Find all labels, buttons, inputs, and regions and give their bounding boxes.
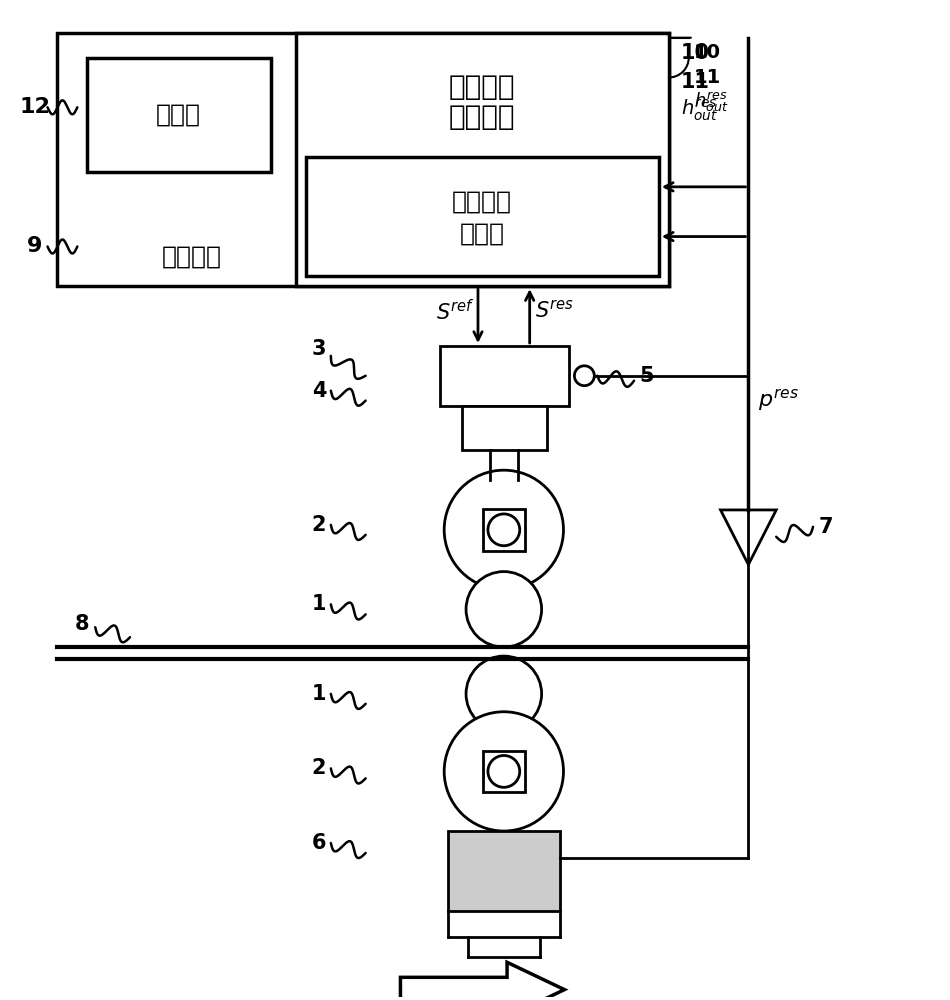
Text: 控制装置: 控制装置 bbox=[162, 244, 221, 268]
Bar bbox=[296, 33, 669, 286]
Text: 2: 2 bbox=[312, 758, 326, 778]
Bar bbox=[462, 406, 546, 450]
Circle shape bbox=[445, 470, 563, 589]
Text: $p^{res}$: $p^{res}$ bbox=[758, 387, 799, 414]
Text: $S^{ref}$: $S^{ref}$ bbox=[436, 299, 474, 324]
Bar bbox=[448, 831, 560, 911]
Text: 数学模型: 数学模型 bbox=[452, 190, 512, 214]
Text: 数学模型: 数学模型 bbox=[448, 73, 515, 101]
Text: 7: 7 bbox=[819, 517, 833, 537]
Text: 5: 5 bbox=[639, 366, 655, 386]
Polygon shape bbox=[401, 962, 564, 1000]
Circle shape bbox=[575, 366, 595, 386]
Bar bbox=[483, 751, 524, 792]
Text: 计算装置: 计算装置 bbox=[448, 103, 515, 131]
Text: 11: 11 bbox=[681, 72, 710, 92]
Circle shape bbox=[488, 755, 520, 787]
Text: 计算部: 计算部 bbox=[460, 222, 504, 246]
Text: 控制部: 控制部 bbox=[156, 102, 201, 126]
Text: 12: 12 bbox=[19, 97, 50, 117]
Text: $h_{out}^{res}$: $h_{out}^{res}$ bbox=[681, 97, 718, 123]
Circle shape bbox=[466, 572, 542, 647]
Circle shape bbox=[466, 656, 542, 732]
Polygon shape bbox=[720, 510, 776, 565]
Text: 10: 10 bbox=[694, 43, 721, 62]
Text: 11: 11 bbox=[694, 68, 721, 87]
Text: 3: 3 bbox=[312, 339, 326, 359]
Bar bbox=[57, 33, 669, 286]
Text: 1: 1 bbox=[312, 684, 326, 704]
Text: $h_{out}^{res}$: $h_{out}^{res}$ bbox=[694, 90, 728, 114]
Text: 6: 6 bbox=[312, 833, 326, 853]
Text: $S^{res}$: $S^{res}$ bbox=[535, 300, 574, 322]
Bar bbox=[87, 58, 271, 172]
Bar bbox=[440, 346, 569, 406]
Bar bbox=[306, 157, 659, 276]
Circle shape bbox=[445, 712, 563, 831]
Text: 4: 4 bbox=[312, 381, 326, 401]
Text: 10: 10 bbox=[681, 43, 710, 63]
Circle shape bbox=[488, 514, 520, 546]
Text: 9: 9 bbox=[27, 236, 43, 256]
Text: 1: 1 bbox=[312, 594, 326, 614]
Text: 8: 8 bbox=[75, 614, 89, 634]
Text: 2: 2 bbox=[312, 515, 326, 535]
Bar bbox=[483, 509, 524, 551]
